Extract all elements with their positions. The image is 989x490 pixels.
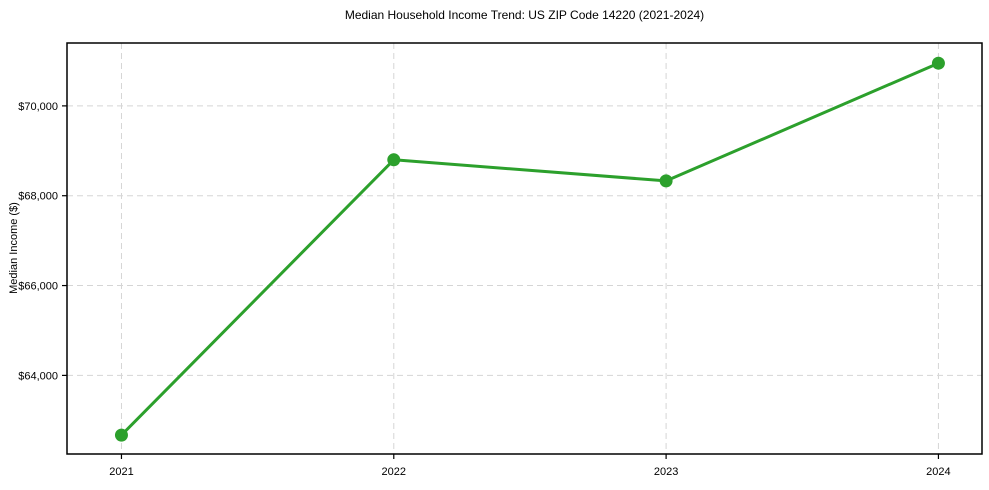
x-tick-label: 2022 [382,466,406,478]
data-point [387,153,401,167]
x-tick-label: 2021 [109,466,133,478]
y-tick-label: $70,000 [18,101,58,113]
plot-border [66,42,983,455]
chart-title: Median Household Income Trend: US ZIP Co… [344,8,705,22]
x-tick-label: 2023 [654,466,678,478]
y-tick-label: $64,000 [18,370,58,382]
data-point [931,56,945,70]
y-axis-label: Median Income ($) [8,202,20,294]
data-point [114,428,128,442]
data-point [659,174,673,188]
y-tick-label: $68,000 [18,191,58,203]
y-tick-label: $66,000 [18,281,58,293]
x-tick-label: 2024 [926,466,950,478]
data-line [119,61,940,437]
